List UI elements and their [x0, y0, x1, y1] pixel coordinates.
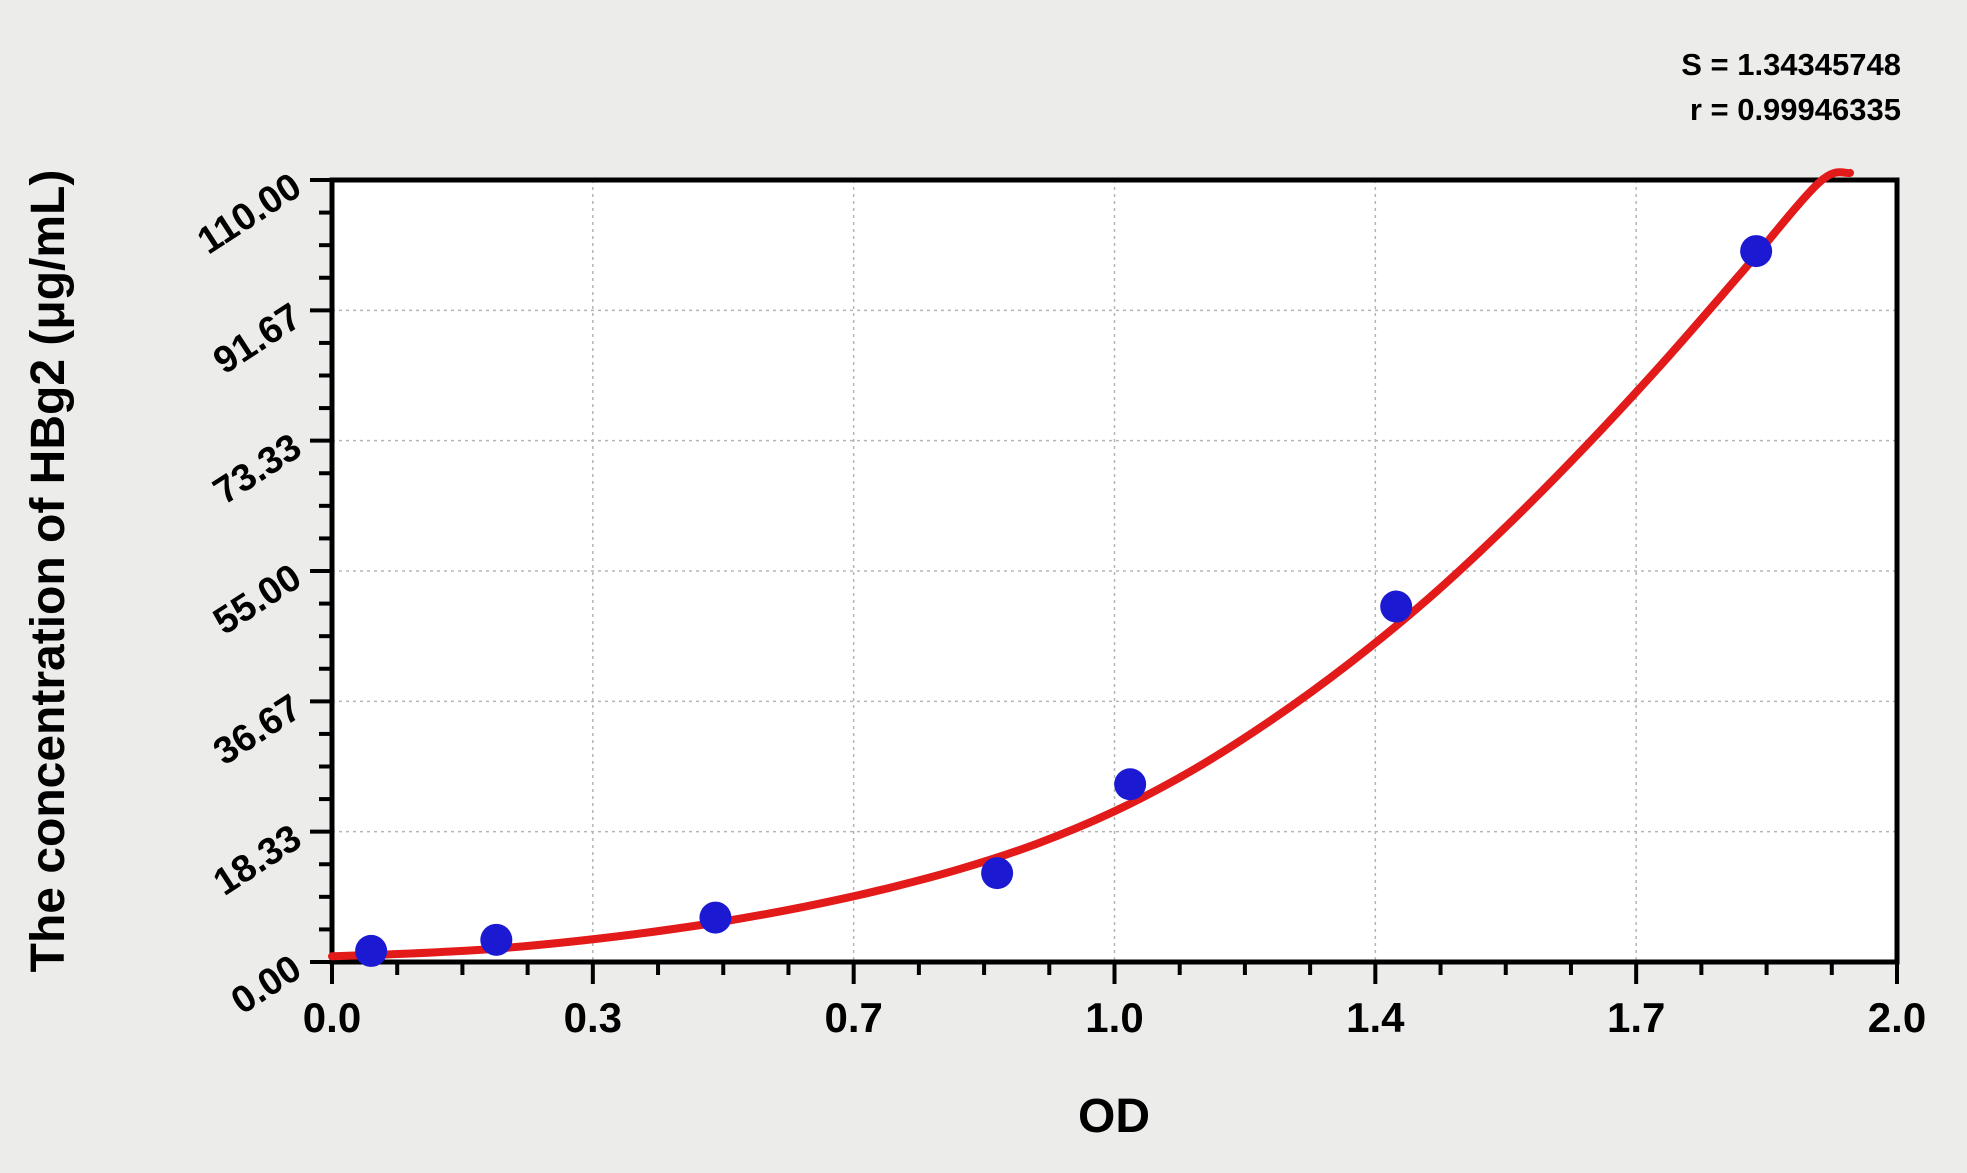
- data-point: [355, 934, 388, 967]
- data-point: [1380, 590, 1413, 623]
- y-tick-label: 0.00: [224, 947, 309, 1023]
- y-tick-label: 55.00: [206, 556, 309, 643]
- data-point: [699, 901, 732, 934]
- stat-r-value: r = 0.99946335: [1689, 92, 1901, 127]
- x-axis-title: OD: [1078, 1090, 1150, 1143]
- x-tick-label: 1.0: [1085, 994, 1143, 1041]
- stat-s-value: S = 1.34345748: [1681, 47, 1901, 82]
- data-point: [981, 857, 1014, 890]
- data-points: [355, 235, 1773, 967]
- y-tick-label: 73.33: [206, 426, 309, 513]
- x-tick-label: 0.3: [564, 994, 622, 1041]
- data-point: [1740, 235, 1773, 268]
- y-axis-title: The concentration of HBg2 (μg/mL): [22, 170, 75, 973]
- gridlines: [332, 180, 1897, 962]
- x-tick-label: 0.7: [824, 994, 882, 1041]
- x-tick-label: 2.0: [1868, 994, 1926, 1041]
- data-point: [1114, 768, 1147, 801]
- fit-statistics: S = 1.34345748 r = 0.99946335: [1681, 42, 1901, 132]
- y-tick-label: 18.33: [206, 817, 309, 904]
- x-tick-label: 0.0: [303, 994, 361, 1041]
- y-tick-label: 110.00: [190, 165, 309, 262]
- x-tick-label: 1.4: [1346, 994, 1405, 1041]
- y-tick-label: 91.67: [206, 296, 309, 383]
- y-tick-label: 36.67: [206, 687, 309, 774]
- fit-curve: [328, 168, 1854, 961]
- axis-ticks: [310, 178, 1899, 984]
- data-point: [480, 923, 513, 956]
- plot-frame: [329, 177, 1900, 965]
- x-tick-label: 1.7: [1607, 994, 1665, 1041]
